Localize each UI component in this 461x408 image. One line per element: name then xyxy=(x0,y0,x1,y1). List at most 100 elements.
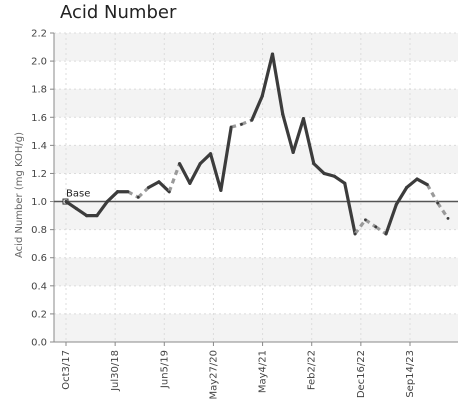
y-tick-label: 2.0 xyxy=(31,57,47,68)
x-tick-label: Oct3/17 xyxy=(61,350,72,390)
y-tick-label: 1.2 xyxy=(31,169,47,180)
series-segment xyxy=(230,122,242,129)
series-segment xyxy=(188,162,202,185)
series-point xyxy=(136,195,140,199)
x-tick-label: Feb2/22 xyxy=(307,350,318,390)
series-point xyxy=(374,225,378,229)
series-point xyxy=(446,217,450,220)
plot-band xyxy=(54,313,458,342)
series-point xyxy=(126,190,130,194)
series-point xyxy=(353,232,357,236)
series-point xyxy=(198,162,202,166)
series-point xyxy=(188,181,192,185)
series-segment xyxy=(291,117,306,154)
y-tick-label: 0.0 xyxy=(31,338,47,349)
series-point xyxy=(281,113,285,116)
series-point xyxy=(116,190,120,194)
series-segment xyxy=(415,177,429,187)
series-point xyxy=(415,177,419,181)
x-tick-label: Jul30/18 xyxy=(110,350,121,392)
series-line xyxy=(64,52,450,236)
series-point xyxy=(74,207,78,210)
series-segment xyxy=(105,190,120,204)
plot-band xyxy=(54,33,458,62)
series-point xyxy=(240,122,243,126)
y-tick-label: 0.4 xyxy=(31,281,47,292)
plot-band xyxy=(54,257,458,286)
y-tick-label: 0.8 xyxy=(31,225,47,236)
series-point xyxy=(302,117,305,121)
series-segment xyxy=(405,177,419,190)
series-point xyxy=(85,214,89,217)
series-point xyxy=(209,152,212,156)
series-point xyxy=(394,202,398,206)
series-point xyxy=(219,188,223,192)
series-segment xyxy=(394,185,409,206)
series-segment xyxy=(425,183,440,204)
series-segment xyxy=(364,218,377,229)
plot-band xyxy=(54,145,458,174)
series-point xyxy=(147,186,150,189)
series-segment xyxy=(374,225,387,236)
series-segment xyxy=(384,202,398,236)
series-point xyxy=(105,200,109,203)
base-label: Base xyxy=(66,189,90,200)
series-segment xyxy=(74,206,89,218)
series-segment xyxy=(219,125,233,192)
series-segment xyxy=(137,186,150,199)
series-point xyxy=(364,218,367,222)
series-segment xyxy=(301,117,316,166)
x-tick-labels: Oct3/17 Jul30/18 Jun5/19 May27/20 May4/21 Feb… xyxy=(61,350,416,400)
series-point xyxy=(405,186,409,189)
series-segment xyxy=(322,171,337,178)
series-segment xyxy=(436,202,450,220)
series-segment xyxy=(270,52,285,117)
series-point xyxy=(343,181,347,185)
series-point xyxy=(64,200,68,203)
series-segment xyxy=(332,174,347,185)
series-point xyxy=(157,180,161,184)
chart-title: Acid Number xyxy=(60,2,177,23)
x-tick-label: May4/21 xyxy=(258,350,269,393)
series-point xyxy=(436,201,440,205)
series-segment xyxy=(250,94,264,122)
y-tick-label: 0.2 xyxy=(31,309,47,320)
x-tick-label: Dec16/22 xyxy=(356,350,367,398)
x-tick-label: Jun5/19 xyxy=(159,350,170,389)
series-point xyxy=(260,94,264,98)
series-point xyxy=(312,162,316,166)
y-tick-label: 1.6 xyxy=(31,113,47,124)
series-point xyxy=(250,118,254,122)
y-tick-label: 1.4 xyxy=(31,141,47,152)
series-point xyxy=(384,232,388,236)
y-tick-label: 1.8 xyxy=(31,85,47,96)
series-point xyxy=(167,190,171,194)
series-segment xyxy=(167,163,182,193)
series-point xyxy=(333,174,336,178)
series-point xyxy=(291,150,295,154)
series-segment xyxy=(157,180,171,194)
y-axis-label: Acid Number (mg KOH/g) xyxy=(14,132,25,258)
series-point xyxy=(425,183,429,187)
series-segment xyxy=(281,112,295,154)
y-tick-label: 1.0 xyxy=(31,197,47,208)
series-segment xyxy=(240,118,253,126)
series-segment xyxy=(260,52,275,98)
series-segment xyxy=(95,199,109,218)
series-segment xyxy=(64,199,78,211)
series-point xyxy=(178,162,181,166)
series-point xyxy=(229,125,233,129)
series-point xyxy=(271,52,274,56)
x-tick-label: Sep14/23 xyxy=(405,350,416,398)
series-point xyxy=(95,214,99,217)
series-segment xyxy=(177,162,192,185)
y-tick-label: 2.2 xyxy=(31,29,47,40)
series-point xyxy=(322,172,326,175)
plot-bands xyxy=(54,33,458,342)
series-segment xyxy=(127,190,140,199)
series-segment xyxy=(146,180,161,190)
series-segment xyxy=(312,162,326,176)
series-segment xyxy=(198,152,213,166)
series-segment xyxy=(343,181,357,236)
